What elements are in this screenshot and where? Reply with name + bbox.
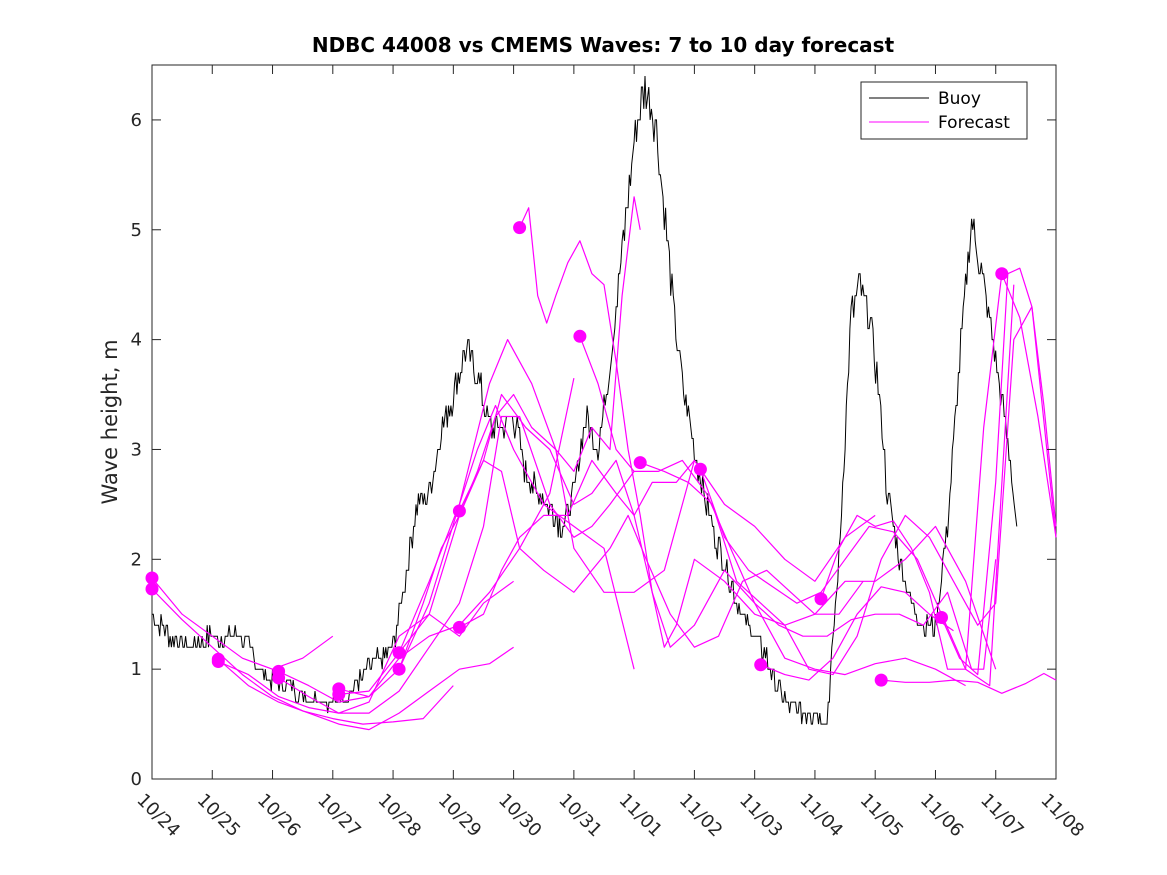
forecast-line-3 [218,580,514,714]
forecast-line-17 [820,273,1057,670]
forecast-line-12 [519,207,997,670]
x-tick-label-9: 11/02 [675,790,727,842]
x-tick-label-8: 11/01 [615,790,667,842]
forecast-start-marker-0 [145,571,159,585]
forecast-line-5 [278,415,635,714]
buoy-series [152,75,1018,725]
y-axis: 0 1 2 3 4 5 6 [131,110,1056,790]
legend: Buoy Forecast [860,81,1028,140]
forecast-line-2 [217,646,514,731]
forecast-start-marker-19 [935,611,948,624]
forecast-line-10 [459,459,966,687]
forecast-start-marker-1 [145,582,159,596]
x-tick-label-13: 11/06 [916,790,968,842]
forecast-line-7 [338,339,695,695]
x-tick-label-3: 10/27 [313,790,365,842]
forecast-start-marker-12 [513,221,527,235]
x-tick-label-15: 11/08 [1036,790,1088,842]
legend-buoy-label: Buoy [938,89,981,109]
forecast-start-marker-17 [814,592,828,606]
x-tick-label-0: 10/24 [132,790,184,842]
forecast-line-6 [338,404,635,698]
x-tick-label-10: 11/03 [735,790,787,842]
y-axis-label: Wave height, m [98,339,122,504]
x-tick-label-1: 10/25 [193,790,245,842]
y-tick-label-1: 1 [131,659,142,680]
x-tick-label-4: 10/28 [374,790,426,842]
forecast-start-marker-8 [392,646,406,660]
x-tick-label-2: 10/26 [253,790,305,842]
forecast-line-18 [881,672,1057,694]
forecast-start-marker-10 [452,620,466,634]
forecast-line-13 [579,336,997,670]
x-tick-label-6: 10/30 [494,790,546,842]
y-tick-label-2: 2 [131,549,142,570]
plot-area [151,64,1057,780]
forecast-line-16 [760,586,954,681]
forecast-line-9 [398,196,641,670]
x-tick-label-7: 10/31 [554,790,606,842]
x-tick-label-11: 11/04 [795,790,847,842]
forecast-line-4 [278,377,575,703]
forecast-start-marker-3 [211,655,225,668]
y-tick-label-0: 0 [131,769,142,790]
y-tick-label-3: 3 [131,439,142,460]
forecast-start-marker-7 [332,687,346,701]
forecast-start-marker-18 [874,673,888,687]
y-tick-label-5: 5 [131,220,142,241]
x-tick-label-14: 11/07 [976,790,1028,842]
forecast-line-0 [151,577,334,670]
forecast-start-marker-11 [452,504,466,518]
forecast-start-marker-20 [995,267,1009,281]
chart-title: NDBC 44008 vs CMEMS Waves: 7 to 10 day f… [312,33,895,57]
forecast-start-marker-14 [633,456,647,470]
forecast-series [151,196,1057,731]
x-tick-label-5: 10/29 [434,790,486,842]
forecast-line-8 [398,459,864,654]
forecast-start-marker-16 [754,658,768,672]
buoy-line [152,75,1018,725]
legend-box [860,81,1028,140]
legend-forecast-label: Forecast [938,113,1010,133]
y-tick-label-4: 4 [131,330,142,351]
y-tick-label-6: 6 [131,110,142,131]
forecast-start-marker-13 [573,329,587,343]
forecast-start-marker-15 [693,462,707,476]
x-tick-label-12: 11/05 [856,790,908,842]
forecast-line-11 [458,393,876,582]
forecast-start-marker-5 [272,671,286,685]
forecast-start-markers [145,221,1009,701]
forecast-start-marker-9 [392,662,406,676]
